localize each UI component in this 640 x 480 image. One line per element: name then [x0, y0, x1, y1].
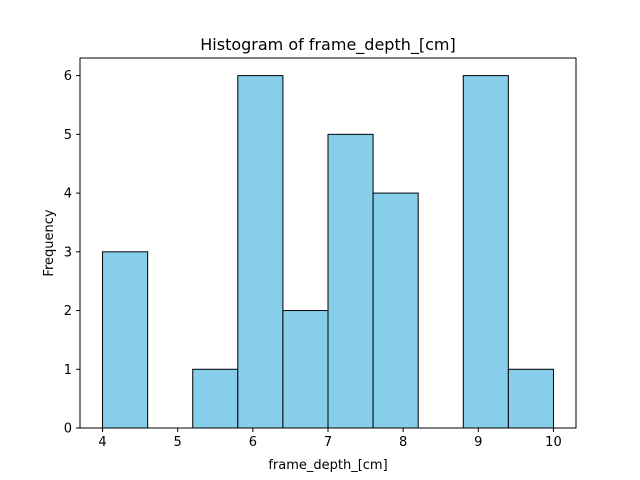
y-tick-label: 4 — [64, 187, 72, 202]
y-tick-label: 1 — [64, 363, 72, 378]
y-tick-label: 0 — [64, 422, 72, 437]
x-tick-label: 10 — [545, 435, 562, 450]
x-axis-label: frame_depth_[cm] — [268, 458, 387, 473]
histogram-bar — [372, 192, 419, 429]
histogram-bar — [462, 75, 509, 429]
histogram-bar — [507, 368, 554, 429]
y-tick-label: 6 — [64, 69, 72, 84]
x-tick-label: 5 — [174, 435, 182, 450]
x-tick-label: 7 — [324, 435, 332, 450]
bars-group — [102, 75, 554, 429]
histogram-bar — [237, 75, 284, 429]
plot-frame — [79, 57, 577, 429]
y-tick-label: 3 — [64, 245, 72, 260]
x-tick-label: 4 — [98, 435, 106, 450]
histogram-bar — [282, 310, 329, 429]
x-tick-label: 9 — [474, 435, 482, 450]
x-tick-label: 8 — [399, 435, 407, 450]
y-ticks-group: 0 1 2 3 4 5 6 — [64, 69, 80, 437]
histogram-bar — [192, 368, 239, 429]
y-tick-label: 2 — [64, 304, 72, 319]
y-axis-label: Frequency — [42, 209, 57, 276]
chart-title: Histogram of frame_depth_[cm] — [200, 35, 455, 55]
histogram-bar — [102, 251, 149, 429]
histogram-bar — [327, 133, 374, 429]
y-tick-label: 5 — [64, 128, 72, 143]
x-ticks-group: 4 5 6 7 8 9 10 — [98, 428, 562, 450]
x-tick-label: 6 — [249, 435, 257, 450]
